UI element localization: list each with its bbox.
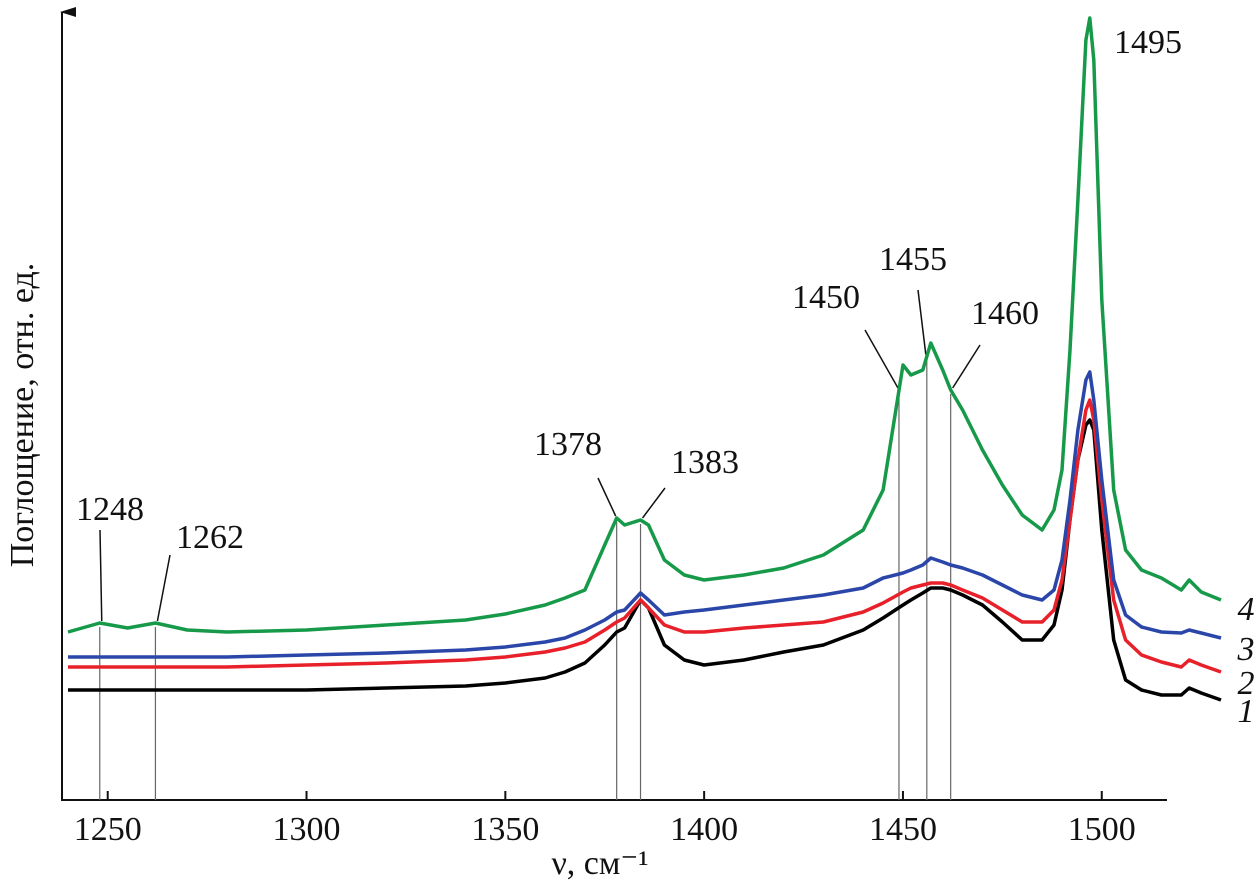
annotation-leader [641, 487, 666, 519]
annotation-leader [917, 289, 927, 355]
spectrum-line [67, 16, 1222, 634]
annotation-label: 1378 [534, 426, 602, 463]
annotation-label: 1248 [76, 491, 144, 528]
annotation-leader [156, 554, 171, 622]
spectrum-line [68, 370, 1222, 659]
x-tick-label: 1300 [273, 811, 341, 848]
annotation-leader [597, 477, 617, 517]
x-tick-label: 1500 [1068, 811, 1136, 848]
annotation-label: 1460 [971, 295, 1039, 332]
series-label: 2 [1238, 665, 1255, 702]
series-label: 3 [1237, 631, 1255, 668]
series-label: 4 [1238, 591, 1255, 628]
annotation-label: 1262 [176, 519, 244, 556]
annotation-label: 1495 [1114, 24, 1182, 61]
spectrum-line [68, 398, 1222, 674]
x-tick-label: 1400 [670, 811, 738, 848]
x-tick-label: 1350 [471, 811, 539, 848]
annotation-leader [864, 329, 899, 389]
series-label: 1 [1238, 693, 1255, 730]
annotation-leader [952, 344, 981, 389]
annotation-leader [99, 529, 103, 622]
x-tick-label: 1250 [74, 811, 142, 848]
annotation-label: 1455 [879, 241, 947, 278]
x-axis-label: ν, см⁻¹ [551, 845, 648, 882]
y-axis-label: Поглощение, отн. ед. [4, 263, 41, 568]
annotation-label: 1383 [671, 444, 739, 481]
annotation-label: 1450 [792, 279, 860, 316]
x-tick-label: 1450 [869, 811, 937, 848]
